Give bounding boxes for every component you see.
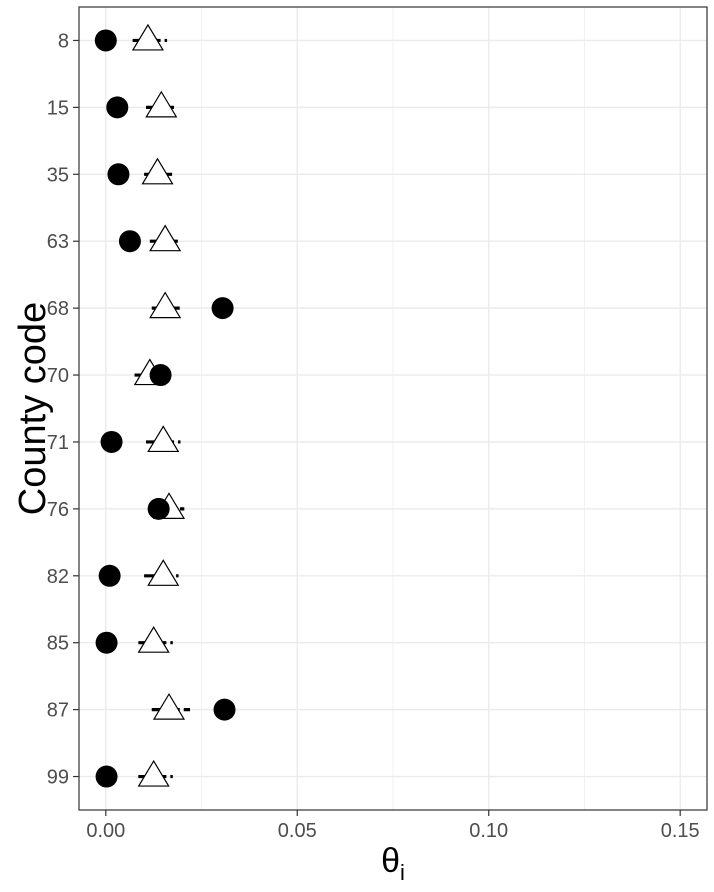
triangle-point [147,559,180,586]
y-tick-label: 68 [47,298,69,320]
y-axis-title: County code [12,302,54,515]
y-tick-label: 76 [47,499,69,521]
circle-point [100,430,123,453]
triangle-point [149,224,182,252]
circle-point [149,364,172,387]
y-tick-label: 71 [47,432,69,454]
circle-point [95,631,118,654]
interval-series [132,38,191,779]
x-axis-ticks: 0.00 0.05 0.10 0.15 [86,810,700,842]
triangle-point [137,759,170,787]
x-tick-label: 0.05 [278,820,317,842]
circle-series [94,29,236,788]
triangle-point [137,626,170,653]
y-tick-label: 99 [47,767,69,789]
x-tick-label: 0.15 [661,820,700,842]
circle-point [95,765,118,788]
x-axis-title-subscript: i [400,860,405,885]
circle-point [147,497,170,520]
x-tick-label: 0.00 [86,820,125,842]
y-tick-label: 82 [47,566,69,588]
x-axis-title: θi [381,842,405,885]
x-tick-label: 0.10 [469,820,508,842]
circle-point [98,564,121,587]
y-tick-label: 35 [47,164,69,186]
triangle-point [145,90,178,118]
triangle-point [141,157,174,185]
y-tick-label: 63 [47,231,69,253]
circle-point [106,96,129,119]
circle-point [107,163,130,186]
circle-point [211,297,234,320]
circle-point [118,230,141,253]
x-axis-title-main: θ [381,842,400,880]
plot-panel-border [78,6,708,811]
y-tick-label: 8 [58,30,69,52]
y-tick-label: 85 [47,633,69,655]
y-tick-label: 15 [47,97,69,119]
triangle-point [149,291,182,319]
triangle-point [147,425,180,453]
triangle-series [131,23,186,787]
y-axis-ticks: 8 15 35 63 68 70 71 76 82 85 87 99 [47,30,79,789]
triangle-point [152,692,186,720]
y-tick-label: 87 [47,700,69,722]
circle-point [94,29,117,52]
grid [79,7,707,810]
circle-point [213,698,236,721]
triangle-point [131,23,164,51]
y-tick-label: 70 [47,365,69,387]
